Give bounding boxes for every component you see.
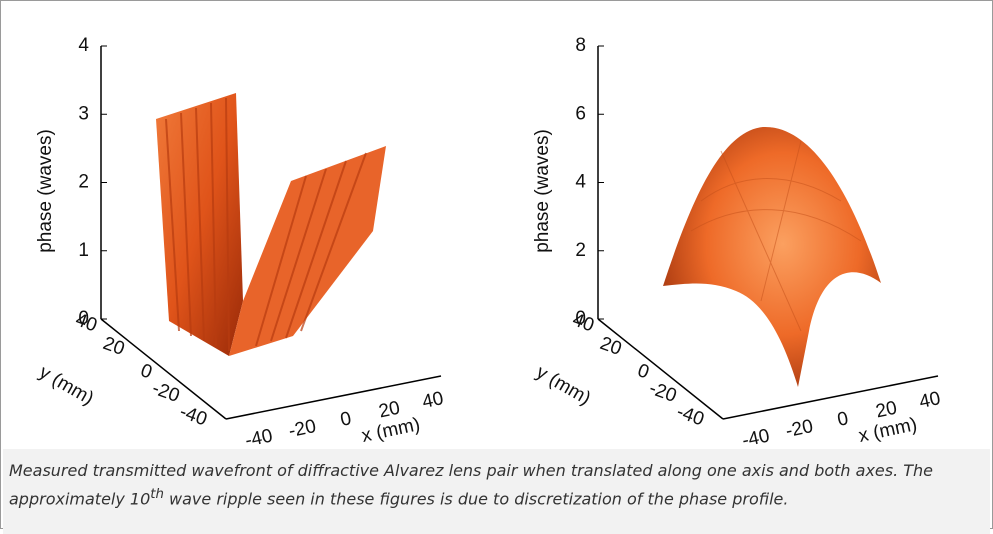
x-tick-label: 40	[917, 388, 942, 413]
x-tick-label: -20	[784, 416, 815, 442]
y-tick-label: -20	[149, 378, 182, 407]
z-tick-label: 2	[575, 240, 586, 261]
y-axis-label: y (mm)	[35, 362, 97, 410]
surface-left	[156, 93, 386, 356]
surface-right	[663, 126, 881, 387]
x-axis-label: x (mm)	[857, 414, 919, 447]
caption-text: Measured transmitted wavefront of diffra…	[9, 461, 934, 509]
z-axis-label: phase (waves)	[532, 129, 553, 253]
caption-text: wave ripple seen in these figures is due…	[163, 489, 789, 509]
y-tick-label: 0	[635, 360, 652, 383]
z-tick-label: 6	[575, 103, 586, 124]
x-tick-label: 40	[420, 388, 445, 413]
z-axis-label: phase (waves)	[35, 129, 56, 253]
x-tick-label: -40	[243, 425, 274, 447]
z-tick-label: 4	[575, 172, 586, 193]
x-tick-label: 20	[874, 398, 899, 423]
caption-sup: th	[150, 487, 164, 502]
x-tick-label: -40	[740, 425, 771, 447]
y-axis	[597, 318, 724, 420]
caption: Measured transmitted wavefront of diffra…	[3, 449, 990, 534]
y-tick-label: 40	[73, 309, 100, 336]
x-axis	[722, 375, 939, 420]
y-tick-label: 40	[570, 309, 597, 336]
z-tick-label: 3	[78, 103, 89, 124]
x-axis-label: x (mm)	[360, 414, 422, 447]
z-tick-label: 0	[575, 308, 586, 329]
z-tick-label: 2	[78, 172, 89, 193]
y-tick-label: -40	[674, 401, 707, 430]
y-axis-label: y (mm)	[532, 362, 594, 410]
y-tick-label: -40	[177, 401, 210, 430]
x-tick-label: -20	[287, 416, 318, 442]
z-tick-label: 4	[78, 35, 89, 56]
x-tick-label: 20	[377, 398, 402, 423]
x-tick-label: 0	[339, 408, 354, 431]
y-axis	[100, 318, 227, 420]
z-tick-label: 1	[78, 240, 89, 261]
z-tick-label: 0	[78, 308, 89, 329]
x-axis	[225, 375, 442, 420]
y-tick-label: -20	[646, 378, 679, 407]
z-tick-label: 8	[575, 35, 586, 56]
y-tick-label: 0	[138, 360, 155, 383]
x-tick-label: 0	[836, 408, 851, 431]
